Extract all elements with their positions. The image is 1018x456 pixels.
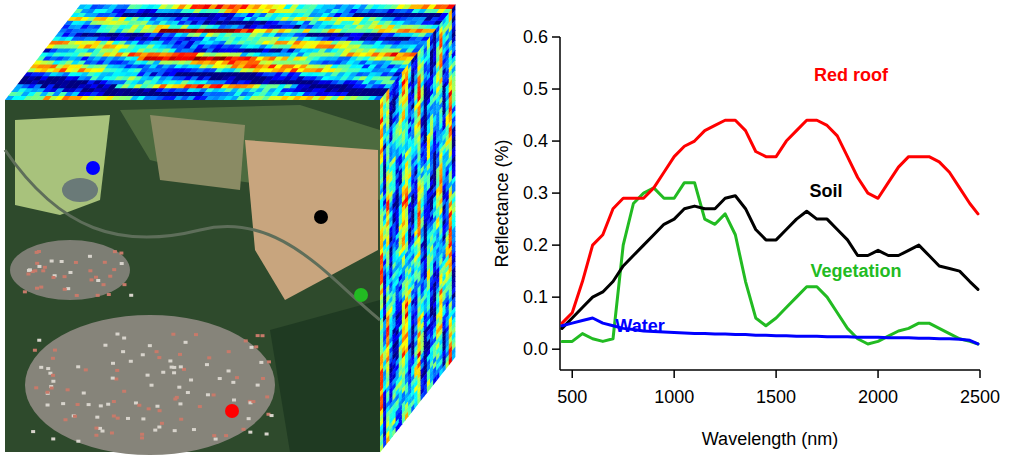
cube-cell [399,419,403,429]
cube-cell [389,431,393,441]
cube-top-face [5,5,456,101]
hyperspectral-cube [5,5,456,456]
cube-cell [396,423,400,433]
cube-cell [393,427,397,437]
cube-cell [386,435,390,445]
figure: 0.00.10.20.30.40.50.65001000150020002500… [0,0,1018,456]
cube-right-face [380,5,455,453]
cube-cell [383,439,387,449]
cube-cell [380,443,384,453]
